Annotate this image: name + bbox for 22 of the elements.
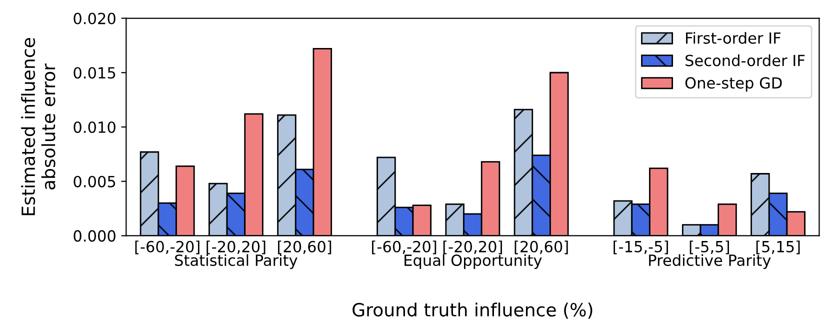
x-tick-label: [20,60] xyxy=(278,240,332,254)
text: Equal Opportunity xyxy=(404,254,542,269)
y-tick-label: 0.015 xyxy=(74,67,116,79)
text: Statistical Parity xyxy=(175,254,298,269)
legend-label: First-order IF xyxy=(686,32,780,44)
text: Predictive Parity xyxy=(649,254,771,269)
x-tick-label: [5,15] xyxy=(756,240,800,254)
x-tick-label: [-5,5] xyxy=(690,240,729,254)
legend-label: One-step GD xyxy=(685,77,782,92)
x-tick-label: [-60,-20] xyxy=(372,240,436,254)
x-tick-label: [-60,-20] xyxy=(135,240,200,254)
y-tick-label: 0.010 xyxy=(74,121,116,134)
y-tick-label: 0.000 xyxy=(74,230,116,242)
y-axis-title: Estimated influence absolute error xyxy=(21,38,56,216)
y-tick-label: 0.020 xyxy=(74,12,116,24)
x-tick-label: [-15,-5] xyxy=(614,240,668,254)
x-tick-label: [20,60] xyxy=(514,240,568,254)
x-tick-label: [-20,20] xyxy=(443,240,502,254)
y-tick-label: 0.005 xyxy=(74,176,116,188)
x-tick-label: [-20,20] xyxy=(206,240,266,254)
legend-label: Second-order IF xyxy=(686,54,805,66)
x-axis-title: Ground truth influence (%) xyxy=(352,302,592,319)
